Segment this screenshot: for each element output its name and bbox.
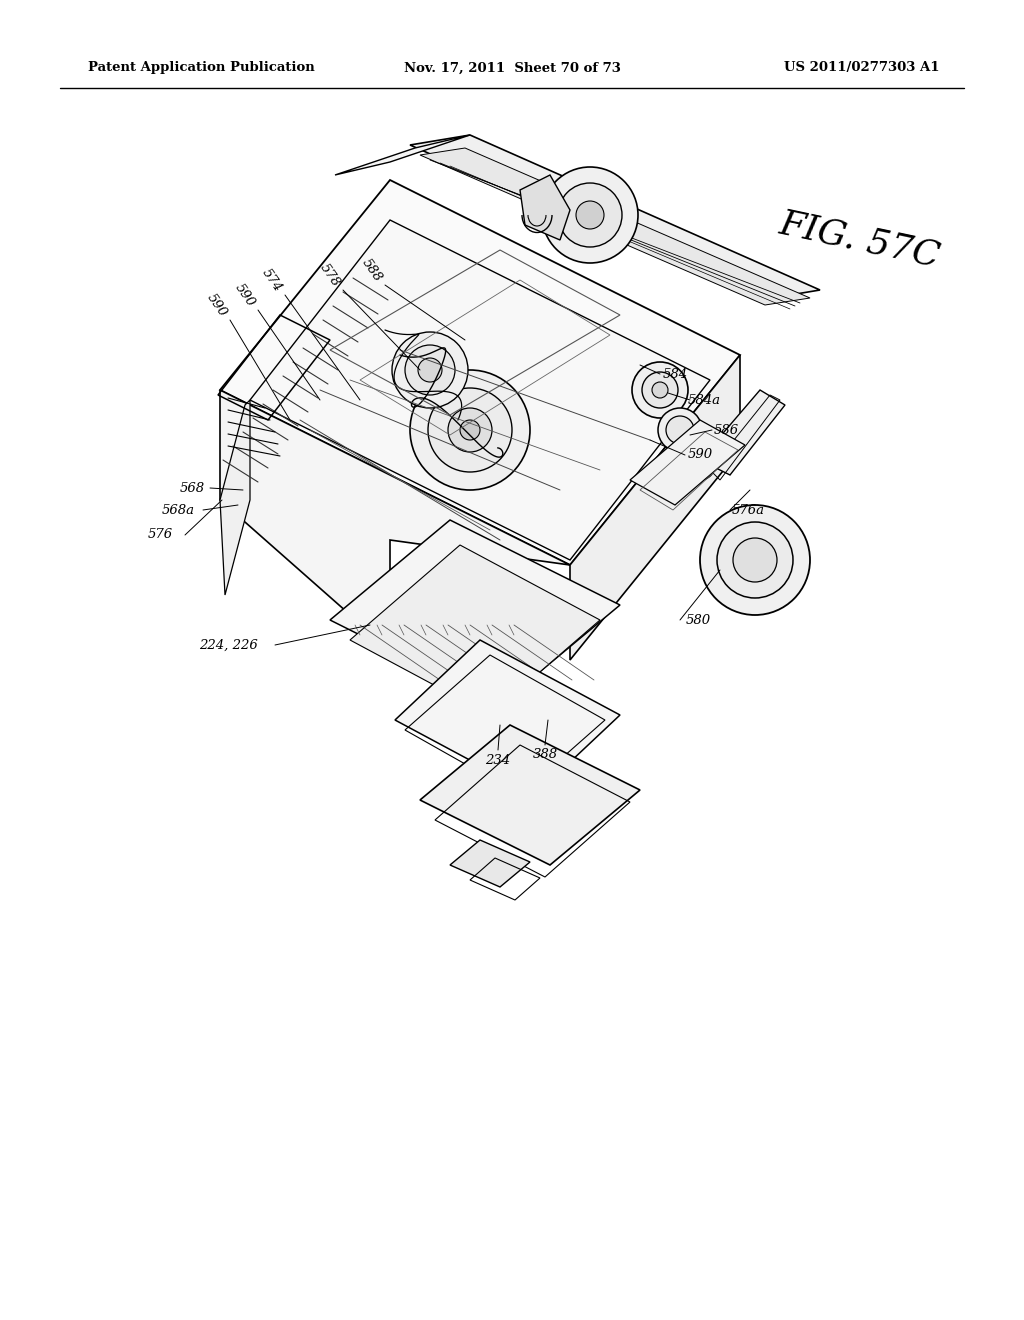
Text: Nov. 17, 2011  Sheet 70 of 73: Nov. 17, 2011 Sheet 70 of 73: [403, 62, 621, 74]
Circle shape: [733, 539, 777, 582]
Polygon shape: [630, 420, 745, 506]
Polygon shape: [335, 135, 470, 176]
Text: 580: 580: [685, 614, 711, 627]
Text: 584: 584: [663, 367, 687, 380]
Circle shape: [542, 168, 638, 263]
Text: 590: 590: [687, 449, 713, 462]
Polygon shape: [220, 180, 740, 565]
Circle shape: [666, 416, 694, 444]
Circle shape: [717, 521, 793, 598]
Polygon shape: [700, 389, 785, 475]
Text: 576: 576: [147, 528, 173, 541]
Circle shape: [691, 455, 709, 474]
Circle shape: [460, 420, 480, 440]
Polygon shape: [350, 545, 600, 715]
Circle shape: [632, 362, 688, 418]
Text: 588: 588: [359, 256, 385, 284]
Text: FIG. 57C: FIG. 57C: [776, 206, 943, 273]
Circle shape: [658, 408, 702, 451]
Text: 224, 226: 224, 226: [199, 639, 257, 652]
Polygon shape: [570, 355, 740, 660]
Text: 388: 388: [532, 748, 557, 762]
Polygon shape: [395, 640, 620, 795]
Text: 590: 590: [205, 290, 229, 319]
Circle shape: [410, 370, 530, 490]
Circle shape: [406, 345, 455, 395]
Text: 584a: 584a: [687, 393, 721, 407]
Circle shape: [418, 358, 442, 381]
Circle shape: [392, 333, 468, 408]
Polygon shape: [250, 220, 710, 560]
Text: Patent Application Publication: Patent Application Publication: [88, 62, 314, 74]
Polygon shape: [220, 400, 250, 595]
Polygon shape: [330, 520, 620, 705]
Text: 234: 234: [485, 754, 511, 767]
Circle shape: [575, 201, 604, 228]
Polygon shape: [220, 389, 570, 649]
Text: 568: 568: [179, 482, 205, 495]
Circle shape: [700, 506, 810, 615]
Polygon shape: [520, 176, 570, 240]
Text: 576a: 576a: [731, 503, 765, 516]
Circle shape: [428, 388, 512, 473]
Circle shape: [685, 450, 715, 480]
Circle shape: [652, 381, 668, 399]
Polygon shape: [420, 725, 640, 865]
Text: US 2011/0277303 A1: US 2011/0277303 A1: [784, 62, 940, 74]
Text: 586: 586: [714, 424, 738, 437]
Polygon shape: [420, 148, 810, 305]
Text: 590: 590: [232, 281, 257, 309]
Text: 574: 574: [259, 267, 285, 294]
Circle shape: [558, 183, 622, 247]
Text: 578: 578: [317, 261, 343, 289]
Polygon shape: [450, 840, 530, 887]
Polygon shape: [410, 135, 820, 300]
Circle shape: [642, 372, 678, 408]
Circle shape: [449, 408, 492, 451]
Text: 568a: 568a: [162, 503, 195, 516]
